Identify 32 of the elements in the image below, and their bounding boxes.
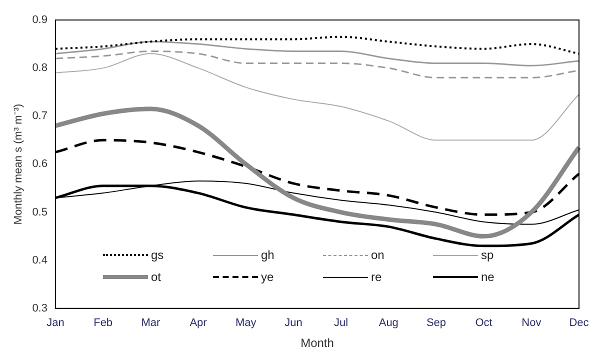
x-tick-label: Dec bbox=[569, 317, 590, 330]
y-tick-label: 0.7 bbox=[32, 110, 48, 122]
line-series bbox=[54, 53, 580, 141]
x-tick-label: Nov bbox=[522, 317, 542, 330]
legend-label: ne bbox=[481, 270, 494, 284]
x-tick-label: Oct bbox=[475, 317, 492, 330]
x-tick-label: Jun bbox=[284, 317, 302, 330]
x-tick-label: Jul bbox=[334, 317, 348, 330]
x-tick-label: Feb bbox=[94, 317, 113, 330]
x-axis-title: Month bbox=[300, 336, 334, 350]
x-tick-label: Jan bbox=[46, 317, 64, 330]
y-tick-label: 0.5 bbox=[32, 206, 48, 218]
y-tick-label: 0.8 bbox=[32, 62, 48, 74]
legend-label: gs bbox=[151, 248, 164, 262]
legend-label: re bbox=[371, 270, 382, 284]
legend-label: ye bbox=[261, 270, 274, 284]
line-series bbox=[53, 106, 582, 239]
x-tick-label: Aug bbox=[378, 317, 398, 330]
x-tick-label: May bbox=[235, 317, 257, 330]
legend-label: gh bbox=[261, 248, 274, 262]
y-tick-label: 0.6 bbox=[32, 158, 48, 170]
x-tick-label: Sep bbox=[426, 317, 446, 330]
y-tick-label: 0.3 bbox=[32, 302, 48, 314]
y-tick-label: 0.4 bbox=[32, 254, 48, 266]
line-series bbox=[54, 40, 580, 66]
x-tick-label: Apr bbox=[190, 317, 208, 330]
legend-label: sp bbox=[481, 248, 494, 262]
y-tick-label: 0.9 bbox=[32, 14, 48, 26]
legend-label: on bbox=[371, 248, 384, 262]
x-tick-label: Mar bbox=[141, 317, 160, 330]
legend-label: ot bbox=[151, 270, 162, 284]
y-axis-title: Monthly mean s (m³ m⁻³) bbox=[12, 104, 25, 225]
